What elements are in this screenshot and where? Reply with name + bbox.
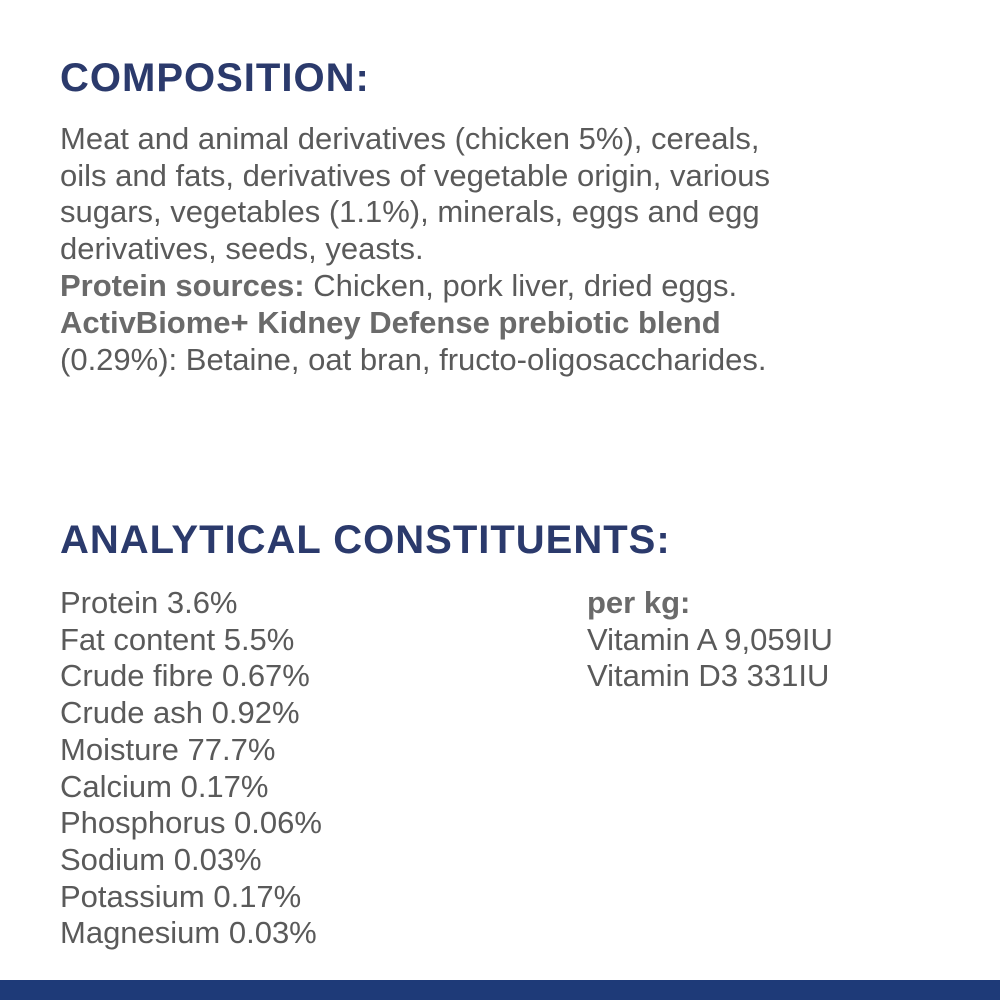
- constituent: Moisture 77.7%: [60, 731, 276, 767]
- constituent: Magnesium 0.03%: [60, 915, 317, 951]
- constituent: Protein 3.6%: [60, 585, 238, 620]
- constituent: Crude fibre 0.67%: [60, 658, 310, 694]
- composition-line: derivatives, seeds, yeasts.: [60, 231, 424, 267]
- prebiotic-text: (0.29%): Betaine, oat bran, fructo-oligo…: [60, 342, 767, 377]
- vitamin: Vitamin A 9,059IU: [587, 621, 833, 657]
- composition-line: sugars, vegetables (1.1%), minerals, egg…: [60, 194, 760, 230]
- constituent: Calcium 0.17%: [60, 768, 269, 804]
- constituent: Potassium 0.17%: [60, 878, 302, 914]
- constituent: Phosphorus 0.06%: [60, 805, 322, 841]
- prebiotic-label: ActivBiome+ Kidney Defense prebiotic ble…: [60, 305, 721, 340]
- label: Protein sources:: [60, 268, 305, 303]
- protein-sources: Protein sources: Chicken, pork liver, dr…: [60, 268, 737, 305]
- footer-bar: [0, 980, 1000, 1000]
- text: Chicken, pork liver, dried eggs.: [304, 268, 738, 303]
- constituent: Fat content 5.5%: [60, 621, 295, 657]
- composition-line: Meat and animal derivatives (chicken 5%)…: [60, 121, 760, 156]
- composition-line: oils and fats, derivatives of vegetable …: [60, 157, 770, 193]
- section-title: ANALYTICAL CONSTITUENTS:: [60, 518, 671, 562]
- constituent: Sodium 0.03%: [60, 841, 262, 877]
- section-title: COMPOSITION:: [60, 56, 370, 100]
- vitamin: Vitamin D3 331IU: [587, 658, 830, 694]
- per-kg-label: per kg:: [587, 585, 691, 620]
- constituent: Crude ash 0.92%: [60, 695, 300, 731]
